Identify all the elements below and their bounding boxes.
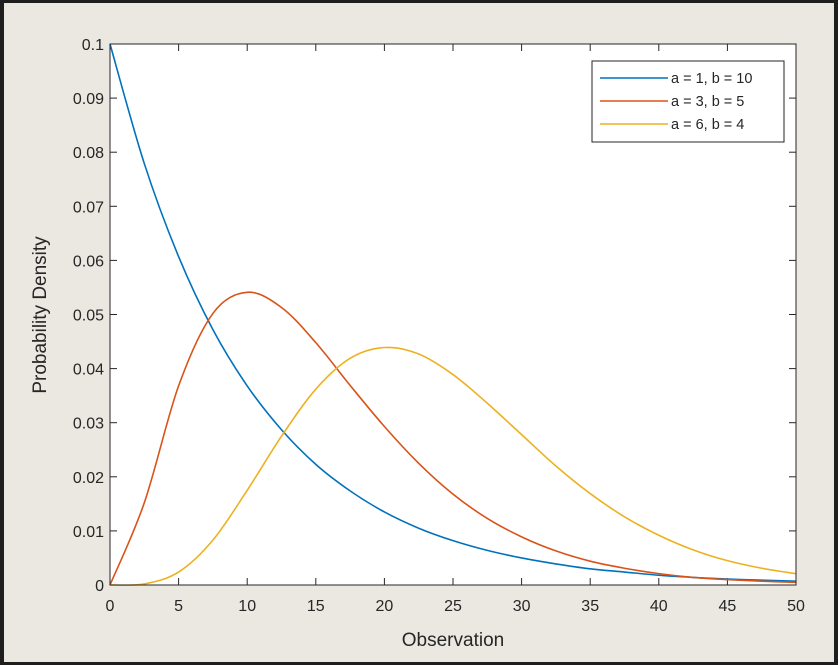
y-tick-label: 0.1 [82,37,104,54]
x-tick-label: 25 [444,598,462,615]
legend-label-2: a = 3, b = 5 [671,94,744,110]
x-tick-label: 0 [106,598,115,615]
legend-label-3: a = 6, b = 4 [671,117,744,133]
legend-entries: a = 1, b = 10 a = 3, b = 5 a = 6, b = 4 [600,71,752,133]
legend: a = 1, b = 10 a = 3, b = 5 a = 6, b = 4 [591,60,785,143]
y-tick-label: 0.05 [73,308,104,325]
figure: 0 5 10 15 20 25 30 35 40 45 50 0 0.01 0.02 0.03 0.04 0.… [4,3,834,662]
x-tick-label: 50 [787,598,805,615]
line-chart: 0 5 10 15 20 25 30 35 40 45 50 0 0.01 0.02 0.03 0.04 0.… [30,37,805,651]
y-tick-label: 0.06 [73,253,104,270]
x-tick-label: 5 [174,598,183,615]
y-tick-label: 0.02 [73,470,104,487]
y-tick-label: 0 [95,578,104,595]
plot-frame [109,43,797,586]
y-tick-label: 0.08 [73,145,104,162]
x-tick-label: 40 [650,598,668,615]
y-tick-label: 0.01 [73,524,104,541]
y-tick-label: 0.09 [73,91,104,108]
x-tick-label: 20 [376,598,394,615]
x-axis-title: Observation [402,630,504,651]
legend-label-1: a = 1, b = 10 [671,71,752,87]
x-ticks: 0 5 10 15 20 25 30 35 40 45 50 [106,44,805,615]
series-lines [109,43,797,587]
x-tick-label: 30 [513,598,531,615]
x-tick-label: 10 [238,598,256,615]
series-line-2 [109,291,797,586]
x-tick-label: 35 [581,598,599,615]
y-axis-title: Probability Density [30,236,51,394]
y-tick-label: 0.04 [73,362,104,379]
x-tick-label: 15 [307,598,325,615]
y-ticks: 0 0.01 0.02 0.03 0.04 0.05 0.06 0.07 0.08 0.09 0.1 [73,37,796,595]
y-tick-label: 0.03 [73,416,104,433]
y-tick-label: 0.07 [73,199,104,216]
x-tick-label: 45 [719,598,737,615]
series-line-3 [109,346,797,587]
